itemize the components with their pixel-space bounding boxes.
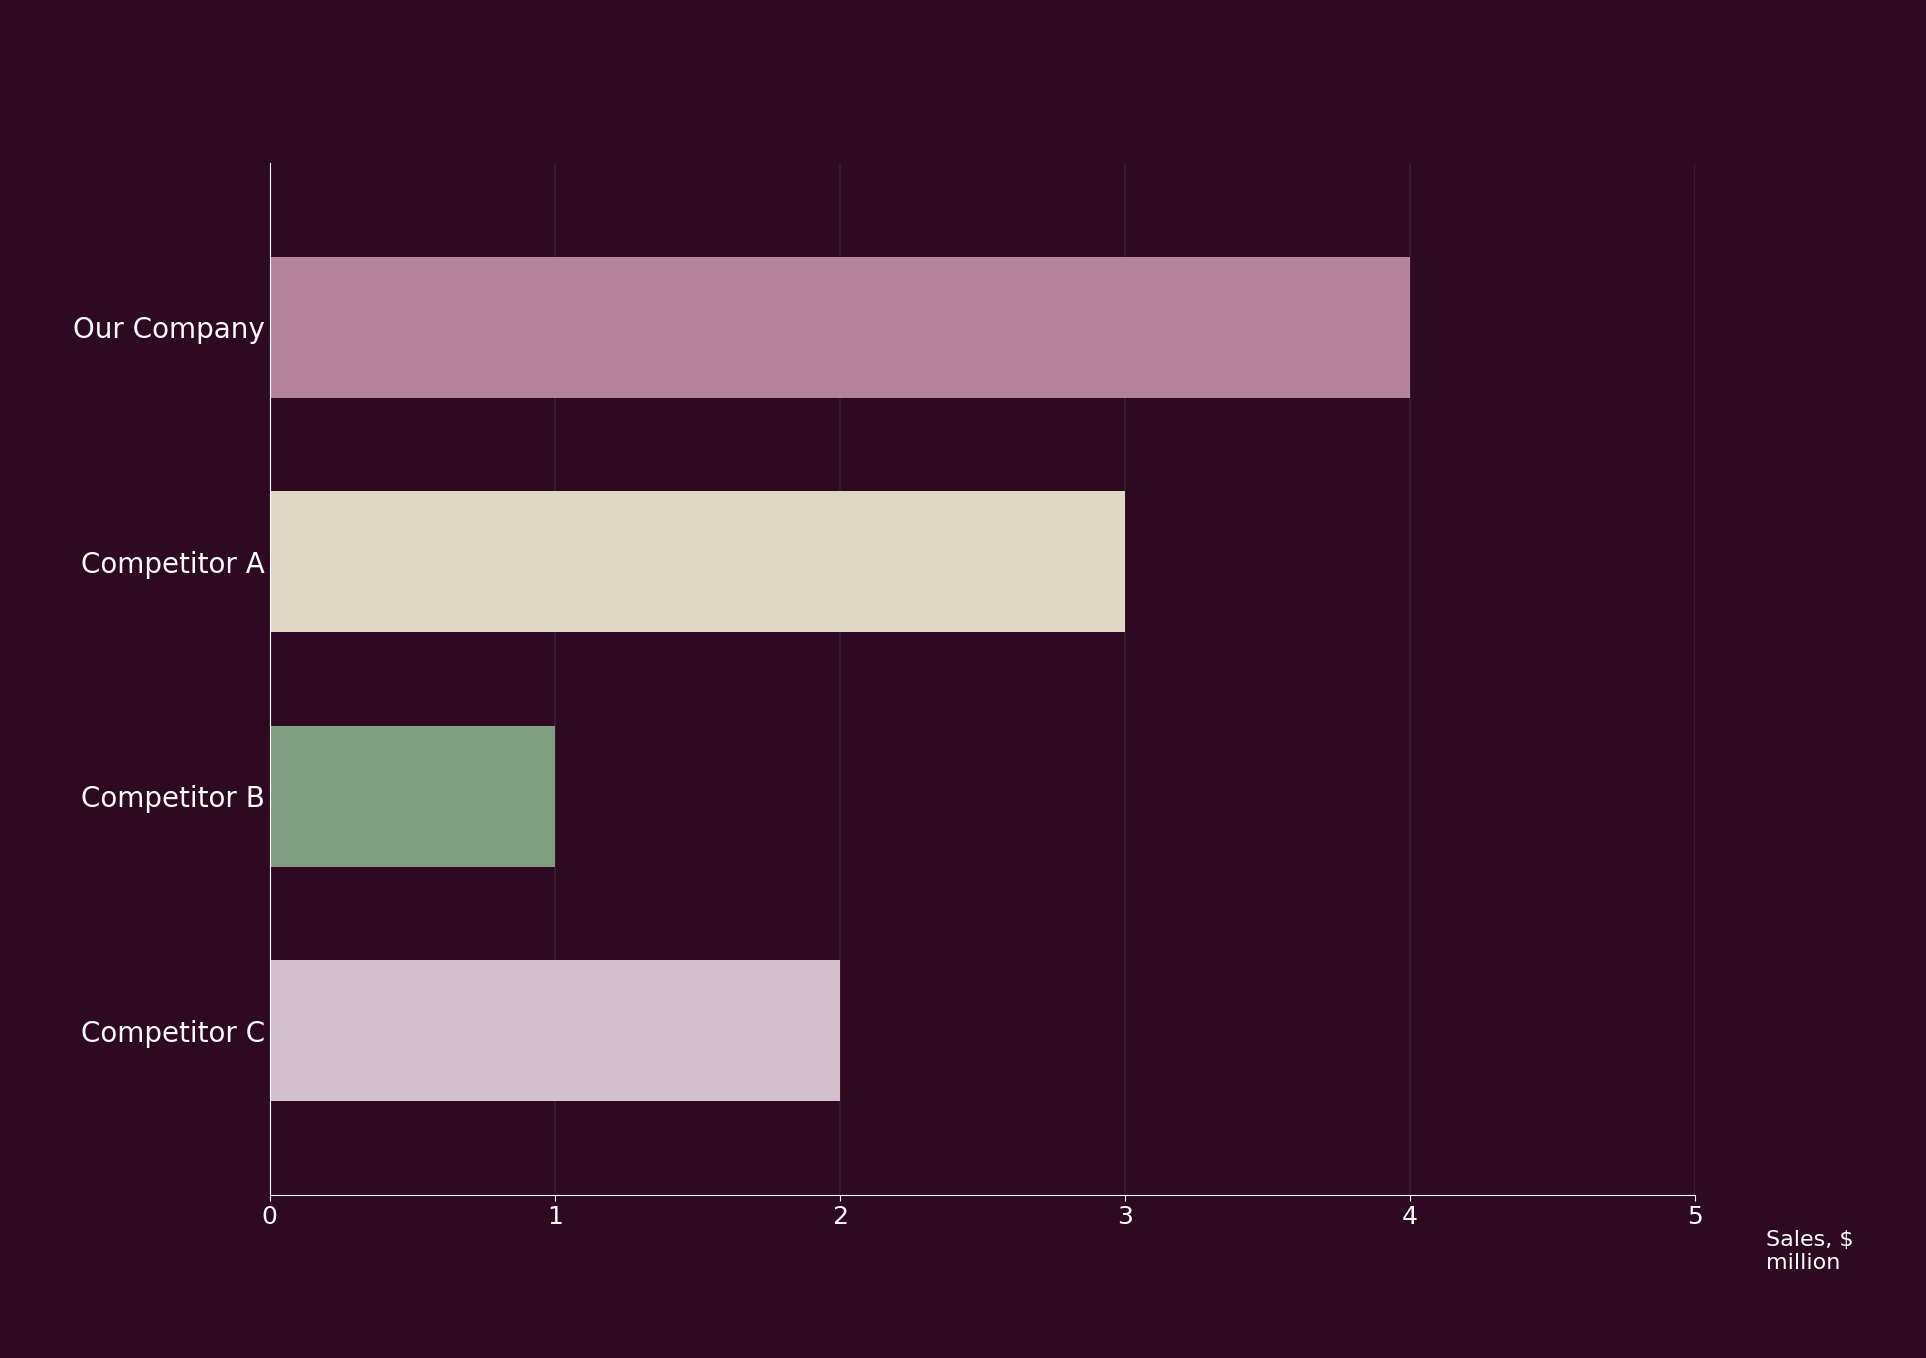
Bar bbox=[270, 960, 840, 1101]
Bar bbox=[270, 257, 1410, 398]
Bar bbox=[270, 492, 1125, 631]
Bar bbox=[270, 727, 555, 866]
Text: Sales, $
million: Sales, $ million bbox=[1766, 1230, 1853, 1274]
